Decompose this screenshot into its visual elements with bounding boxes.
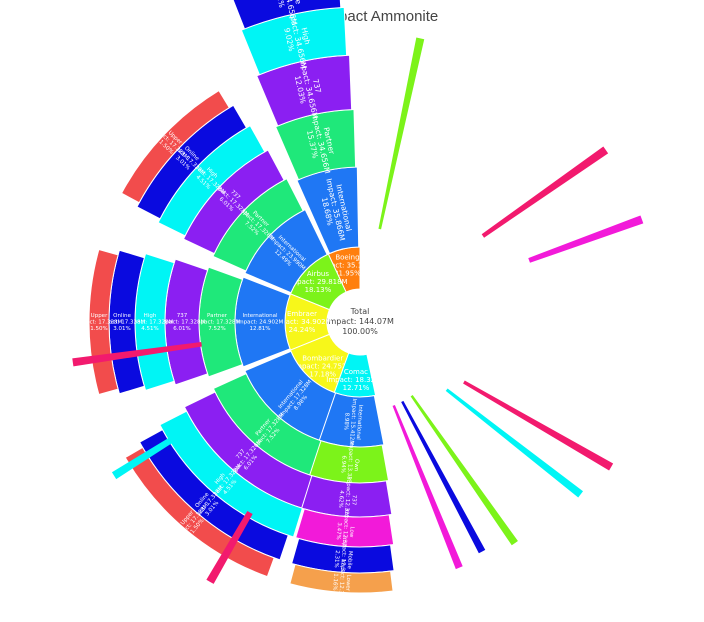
segment-label-line: Airbus: [307, 270, 329, 278]
segment-label-line: Upper: [91, 313, 108, 319]
segment-label-line: Impact: 17.328M: [194, 320, 241, 326]
segment-label-line: Bombardier: [302, 354, 343, 362]
segment-label-line: Impact: 17.328M: [159, 320, 206, 326]
segment-label-line: 6.01%: [273, 0, 287, 8]
segment-label-line: 3.47%: [335, 522, 342, 540]
segment-label-line: Online: [289, 0, 303, 5]
segment-label-line: 12.81%: [250, 326, 271, 332]
segment-label-line: 1.16%: [331, 573, 338, 591]
segment-label-line: 8.98%: [342, 412, 349, 430]
thin-segment[interactable]: [445, 388, 584, 498]
segment-label-line: Impact: 34.902M: [272, 318, 331, 326]
segment-label-line: 737: [177, 313, 188, 319]
segment-label-line: Impact: 18.322M: [326, 376, 385, 384]
segment-label-line: Impact: 12.325M: [338, 536, 347, 583]
center-node[interactable]: [327, 289, 393, 355]
segment-label-line: Boeing: [335, 253, 359, 261]
thin-segment[interactable]: [410, 394, 518, 546]
segment-label-line: 4.62%: [337, 490, 344, 508]
center-label: Impact: 144.07M: [326, 317, 394, 326]
segment-label-line: 737: [311, 78, 323, 94]
segment-label-line: 17.18%: [309, 370, 336, 378]
segment-comac-level-7[interactable]: [289, 563, 394, 594]
segment-label-line: Impact: 12.325M: [337, 559, 346, 606]
segment-label-line: Partner: [207, 313, 228, 319]
segment-label-line: 21.95%: [334, 269, 361, 277]
segment-label-line: Impact: 15.412M: [348, 398, 357, 445]
segment-label-line: 24.24%: [289, 326, 316, 334]
segment-label-line: 18.13%: [305, 286, 332, 294]
segment-label-line: Impact: 17.328M: [99, 320, 146, 326]
segment-label-line: 3.01%: [113, 326, 130, 332]
segment-label-line: High: [144, 313, 157, 319]
segment-label-line: Impact: 13.333M: [345, 441, 354, 488]
segment-label-line: International: [242, 313, 278, 319]
thin-segment[interactable]: [72, 342, 202, 367]
segment-label-line: High: [300, 27, 313, 46]
segment-label-line: 4.51%: [141, 326, 158, 332]
segment-label-line: Comac: [344, 368, 368, 376]
segment-boeing-level-6[interactable]: [229, 0, 342, 30]
segment-label-line: Mobile: [346, 551, 353, 570]
segment-label-line: 1.50%: [90, 326, 107, 332]
thin-segment[interactable]: [401, 400, 486, 554]
segment-label-line: Online: [113, 313, 131, 319]
segment-label-line: 12.71%: [343, 384, 370, 392]
segment-label-line: Impact: 17.328M: [76, 320, 123, 326]
segment-label-line: 6.94%: [339, 455, 346, 473]
segment-label-line: Impact: 17.328M: [127, 320, 174, 326]
thin-segment[interactable]: [378, 37, 425, 230]
thin-segment[interactable]: [528, 215, 644, 263]
segment-label-line: 737: [235, 448, 247, 460]
thin-segment[interactable]: [463, 380, 614, 471]
segment-label-line: 7.52%: [208, 326, 225, 332]
segment-label-line: 2.31%: [333, 550, 340, 568]
segment-airbus-level-7[interactable]: [120, 89, 231, 204]
segment-label-line: Impact: 29.818M: [288, 278, 347, 286]
center-label: Total: [350, 307, 370, 316]
segment-label-line: 737: [229, 189, 241, 201]
thin-segment[interactable]: [481, 146, 609, 238]
thin-segment[interactable]: [206, 510, 253, 584]
segment-label-line: Impact: 35.159M: [318, 261, 377, 269]
segment-label-line: Embraer: [287, 310, 317, 318]
segment-label-line: Own: [353, 459, 360, 472]
segment-label-line: Lower: [344, 574, 351, 592]
thin-segment[interactable]: [392, 404, 463, 570]
segment-label-line: 6.01%: [173, 326, 190, 332]
segment-label-line: Low: [348, 526, 355, 538]
thin-segment[interactable]: [111, 425, 192, 480]
center-label: 100.00%: [342, 327, 378, 336]
segment-label-line: Impact: 12.325M: [342, 476, 351, 523]
segment-label-line: 737: [350, 495, 357, 506]
segment-label-line: Impact: 24.902M: [237, 320, 284, 326]
segment-label-line: Impact: 12.325M: [340, 508, 349, 555]
segment-label-line: Impact: 24.752M: [293, 362, 352, 370]
segment-label-line: International: [355, 404, 363, 440]
